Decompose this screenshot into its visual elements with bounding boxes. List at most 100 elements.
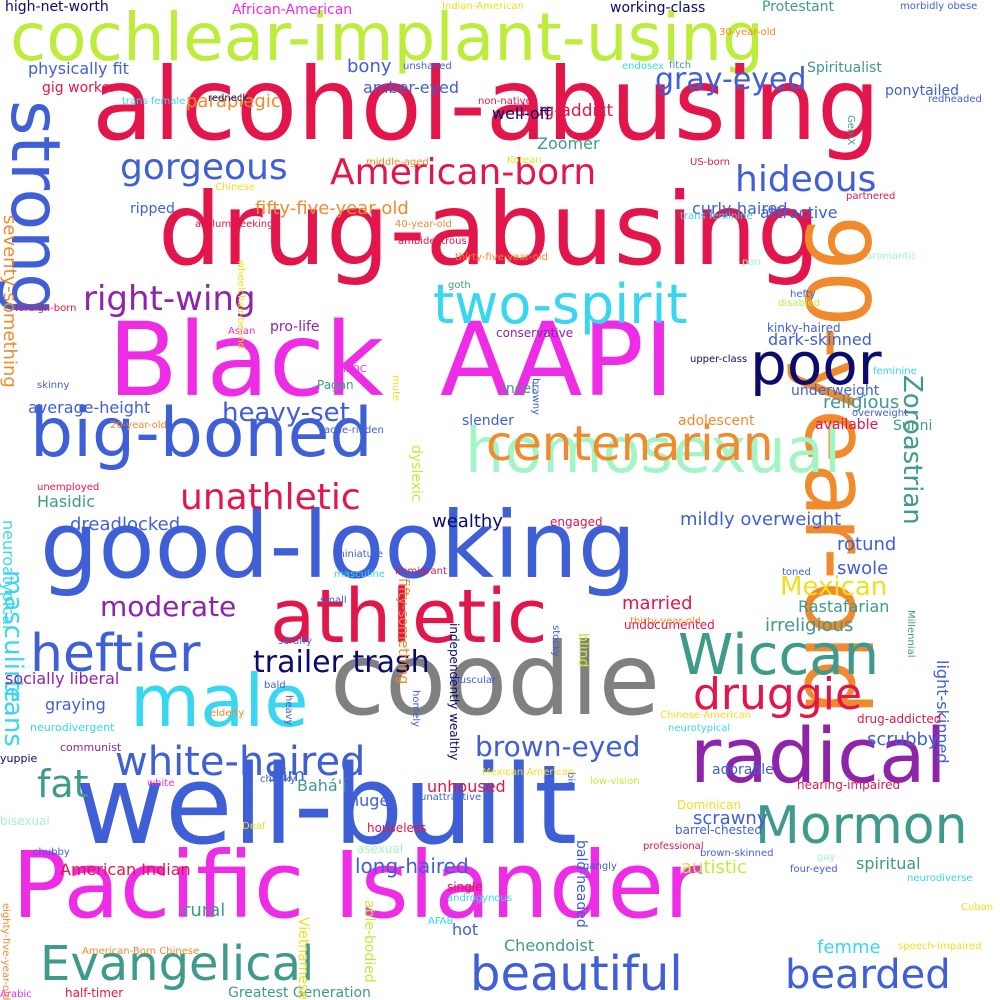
word-162: acne-ridden xyxy=(324,425,384,436)
word-23: white-haired xyxy=(115,739,366,785)
word-93: conservative xyxy=(496,326,574,340)
word-150: bald xyxy=(264,680,286,691)
word-20: two-spirit xyxy=(433,273,688,336)
word-199: redheaded xyxy=(928,94,982,105)
word-133: gangly xyxy=(583,861,617,872)
word-198: Gen-X xyxy=(845,115,856,146)
word-1: alcohol-abusing xyxy=(92,46,881,163)
word-4: AAPI xyxy=(440,301,674,420)
word-80: ripped xyxy=(130,201,175,217)
word-46: drug-addict xyxy=(515,101,614,121)
word-18: Mormon xyxy=(755,796,968,856)
word-132: AFAB xyxy=(428,916,454,927)
word-36: Mexican xyxy=(780,572,888,602)
word-166: mute xyxy=(390,375,401,402)
word-155: muscular xyxy=(450,675,497,686)
word-41: trans xyxy=(0,680,28,747)
word-45: long-haired xyxy=(355,854,469,878)
word-32: Zoroastrian xyxy=(897,375,927,525)
word-22: centenarian xyxy=(486,416,774,472)
word-29: gorgeous xyxy=(120,147,288,188)
word-134: professional xyxy=(643,841,704,852)
word-196: morbidly obese xyxy=(900,1,978,12)
word-125: Deaf xyxy=(242,821,266,832)
word-131: androgynous xyxy=(447,893,513,904)
word-19: Wiccan xyxy=(678,623,880,688)
word-43: Hasidic xyxy=(37,492,96,511)
word-123: eighty-five-year-old xyxy=(0,902,11,1000)
word-81: curly-haired xyxy=(692,199,788,218)
word-30: hideous xyxy=(735,159,877,200)
word-118: neurodivergent xyxy=(30,721,115,734)
word-84: Zoomer xyxy=(537,134,600,153)
word-174: ambidextrous xyxy=(398,236,467,247)
word-74: graying xyxy=(45,695,106,714)
word-3: Black xyxy=(108,301,384,420)
word-69: unhoused xyxy=(427,777,506,796)
word-138: neurodiverse xyxy=(907,873,973,884)
word-88: Protestant xyxy=(762,0,835,15)
word-175: wheelchair-bound xyxy=(235,260,246,349)
word-70: American Indian xyxy=(60,860,191,879)
word-98: Sunni xyxy=(893,418,933,434)
word-52: swole xyxy=(837,558,889,579)
word-44: Cheondoist xyxy=(504,936,595,955)
word-188: middle-aged xyxy=(366,157,429,168)
word-104: drug-addicted xyxy=(857,712,942,726)
word-126: chunky xyxy=(260,774,296,785)
word-5: good-looking xyxy=(40,492,637,599)
word-117: unemployed xyxy=(37,482,100,493)
word-59: adorable xyxy=(712,762,774,778)
word-136: gay xyxy=(817,852,836,863)
word-145: Mexican-American xyxy=(482,767,575,778)
word-91: dark-skinned xyxy=(768,330,872,349)
word-122: chubby xyxy=(33,847,70,858)
word-11: big-boned xyxy=(30,394,373,473)
word-48: fifty-five-year-old xyxy=(255,198,409,219)
word-115: dyslexic xyxy=(408,445,424,502)
word-191: redneck xyxy=(208,93,249,104)
word-177: Chinese xyxy=(215,182,255,193)
word-197: 30-year-old xyxy=(719,27,776,38)
word-79: gig worker xyxy=(42,80,116,96)
word-172: foreign-born xyxy=(15,303,77,314)
word-102: engaged xyxy=(550,515,603,529)
word-89: Spiritualist xyxy=(807,60,882,76)
word-14: radical xyxy=(690,711,947,800)
word-173: 40-year-old xyxy=(395,219,452,230)
word-182: disabled xyxy=(778,298,821,309)
word-192: unshaved xyxy=(403,61,452,72)
word-130: single xyxy=(447,880,483,894)
word-31: right-wing xyxy=(83,279,256,319)
word-61: autistic xyxy=(681,857,747,878)
word-75: average-height xyxy=(28,398,151,417)
word-109: Arabic xyxy=(0,989,32,1000)
word-47: paraplegic xyxy=(186,91,281,112)
word-108: half-timer xyxy=(65,986,124,1000)
word-113: blind xyxy=(575,633,591,668)
word-149: elderly xyxy=(210,708,245,719)
word-33: gray-eyed xyxy=(655,62,807,97)
word-180: pan xyxy=(742,257,761,268)
word-100: adolescent xyxy=(678,413,755,429)
word-39: heavy-set xyxy=(222,398,350,428)
word-7: well-built xyxy=(75,741,578,869)
word-38: brown-eyed xyxy=(475,730,641,763)
word-112: bald-headed xyxy=(573,840,589,928)
word-185: trans feminine xyxy=(680,211,753,222)
word-85: high-net-worth xyxy=(5,0,109,15)
word-60: scrawny xyxy=(693,808,768,829)
word-65: rural xyxy=(183,900,226,921)
word-187: Korean xyxy=(507,155,542,166)
word-64: hot xyxy=(452,920,479,939)
word-120: yuppie xyxy=(0,752,38,765)
word-56: Rastafarian xyxy=(798,597,890,616)
word-159: immigrant xyxy=(395,566,447,577)
word-72: seventy-something xyxy=(0,215,20,388)
word-140: speech-impaired xyxy=(898,941,982,952)
word-73: socially liberal xyxy=(5,669,120,688)
word-13: athletic xyxy=(270,574,548,660)
word-141: barrel-chested xyxy=(675,823,762,837)
word-103: undocumented xyxy=(624,618,715,632)
